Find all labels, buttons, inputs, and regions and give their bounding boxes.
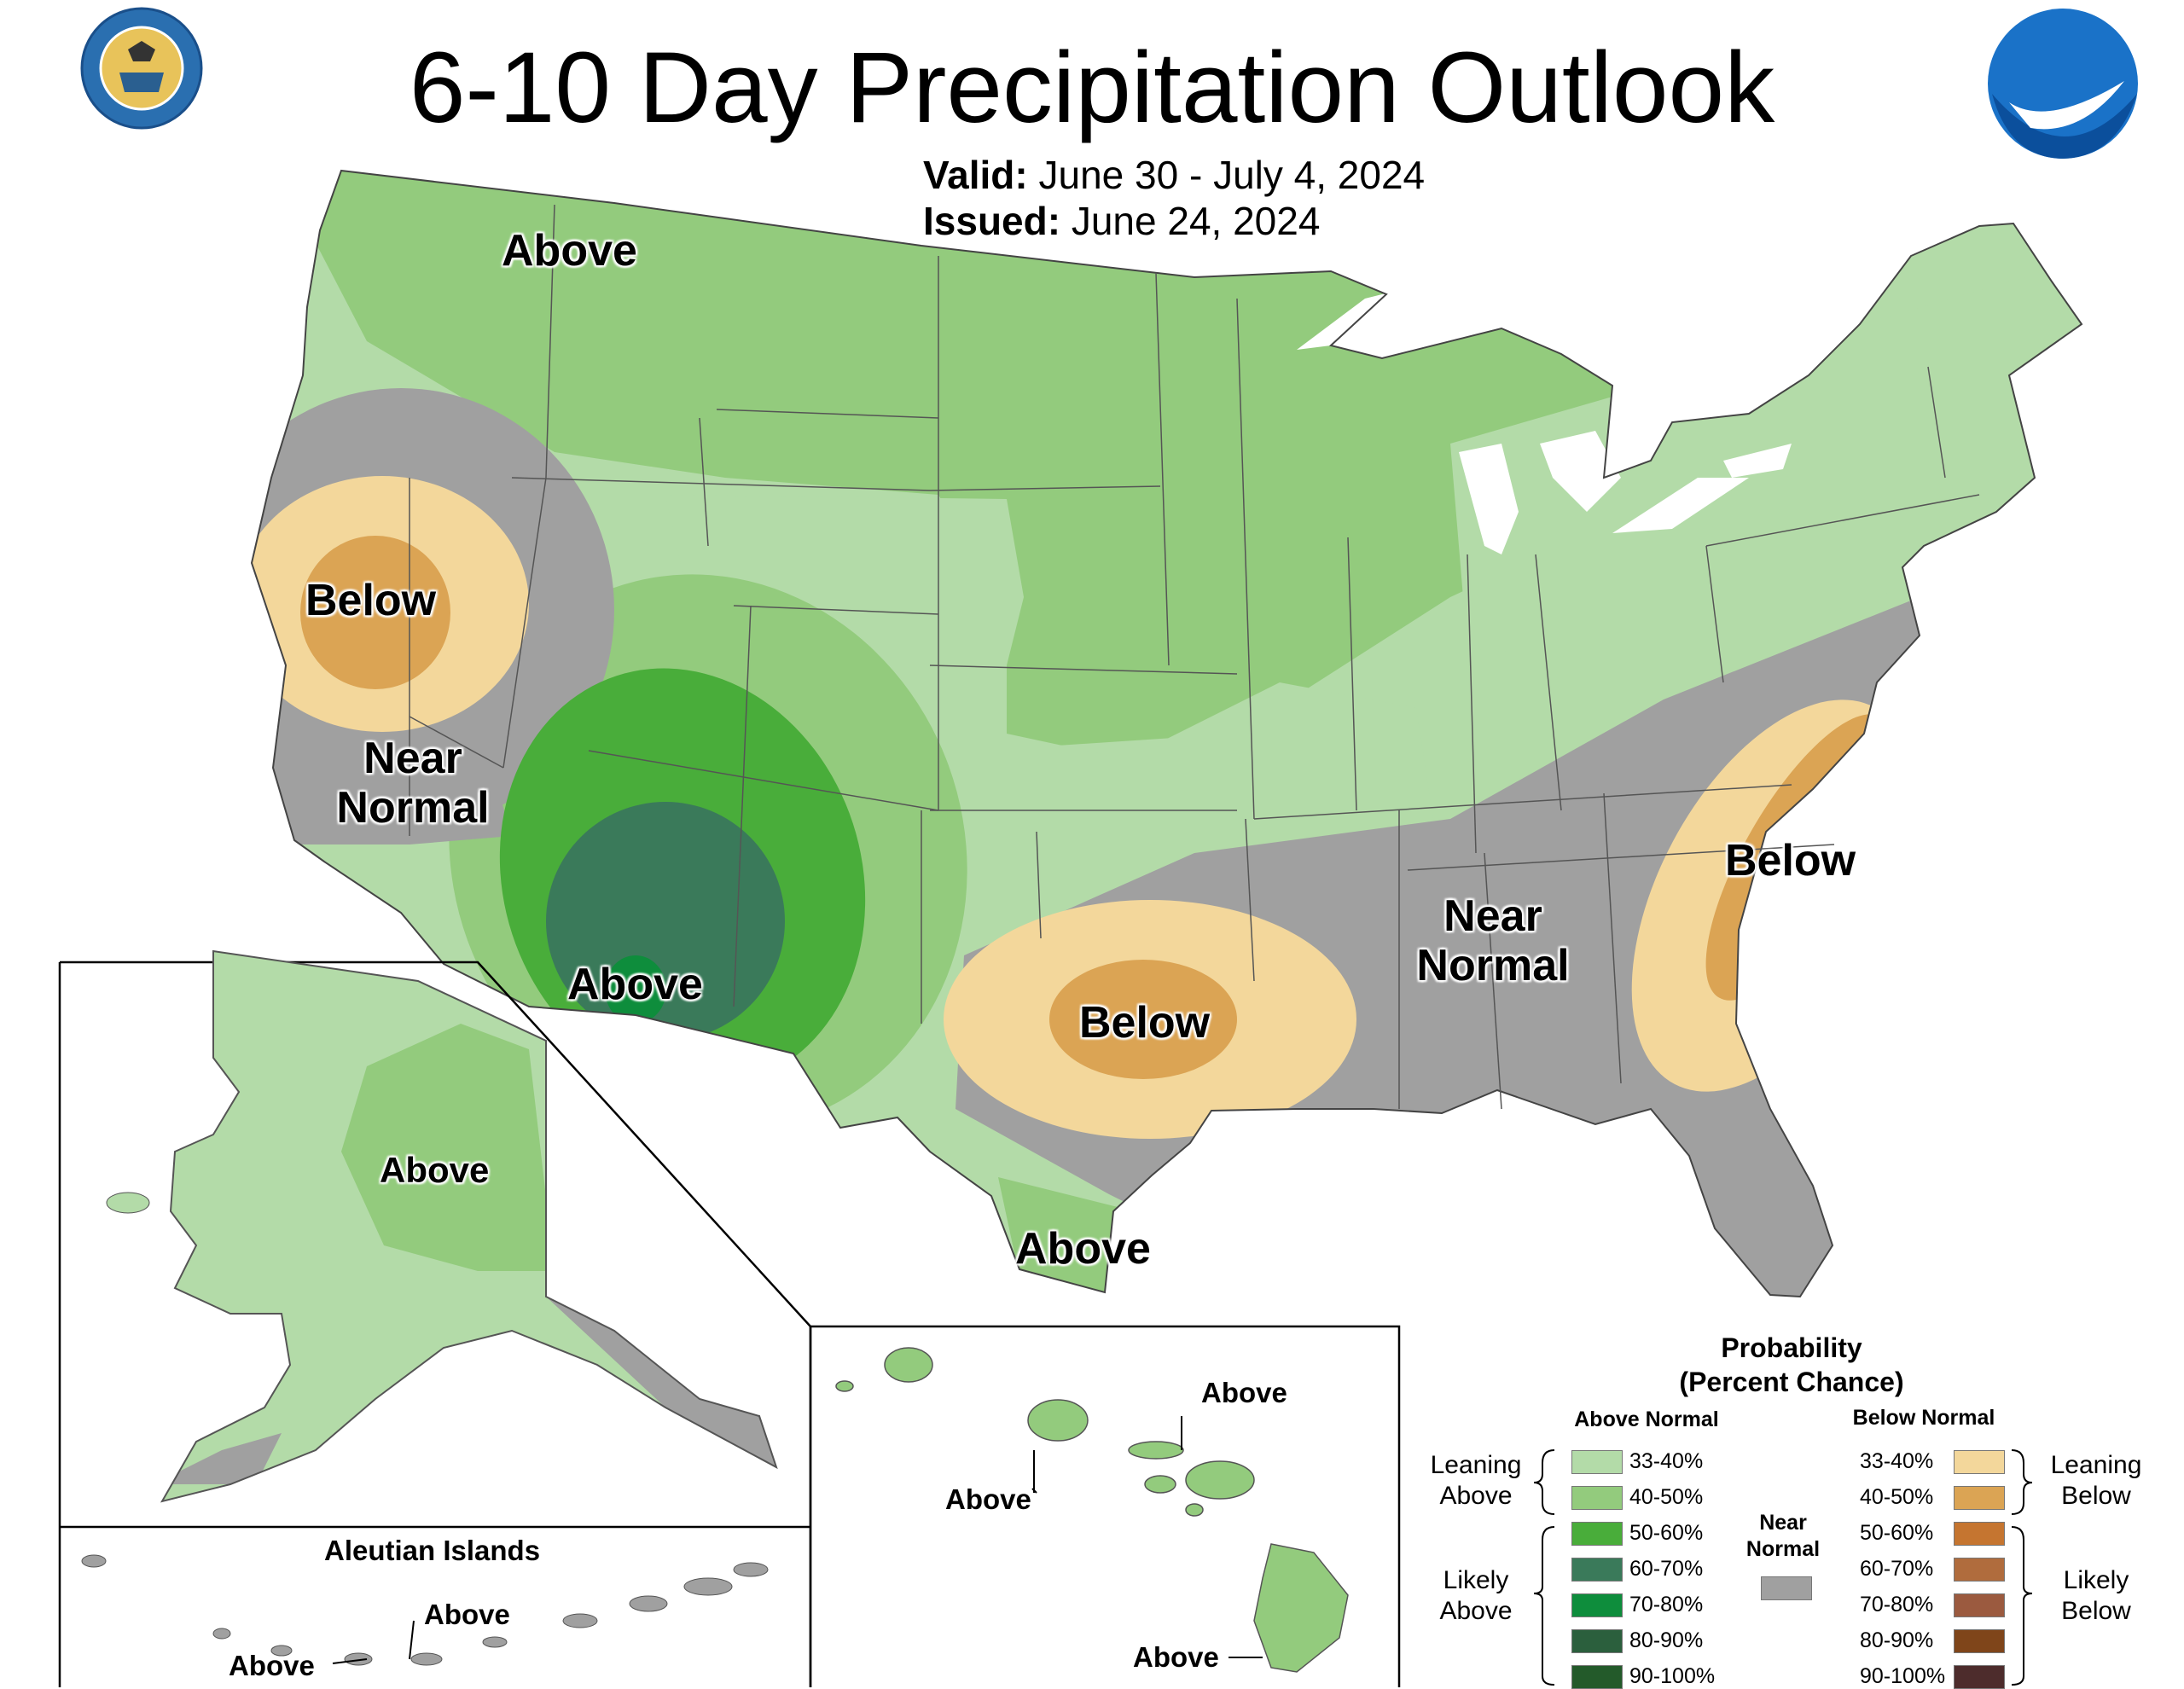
- legend-below-swatch-4: [1954, 1593, 2005, 1617]
- issued-value: June 24, 2024: [1071, 199, 1321, 243]
- label-northwest-above: Above: [502, 226, 637, 276]
- legend-below-swatch-5: [1954, 1629, 2005, 1653]
- label-hawaii-above-big-island: Above: [1133, 1641, 1219, 1673]
- issued-label: Issued:: [923, 199, 1061, 243]
- legend-below-swatch-6: [1954, 1665, 2005, 1689]
- issued-line: Issued: June 24, 2024: [923, 198, 1320, 244]
- noaa-logo: [1988, 9, 2138, 159]
- label-southwest-above: Above: [567, 960, 703, 1009]
- label-south-texas-above: Above: [1015, 1224, 1151, 1274]
- hawaii-map: [835, 1347, 1349, 1673]
- label-california-near-normal: Near Normal: [336, 734, 490, 833]
- legend-near-header: Near Normal: [1745, 1511, 1821, 1562]
- label-aleutian-title: Aleutian Islands: [324, 1535, 541, 1566]
- label-southeast-near-normal: Near Normal: [1416, 891, 1570, 991]
- legend-leaning-below: Leaning Below: [2050, 1451, 2142, 1510]
- legend-above-range-5: 80-90%: [1629, 1628, 1704, 1652]
- label-alaska-above: Above: [380, 1150, 490, 1190]
- legend-below-range-4: 70-80%: [1860, 1593, 1934, 1616]
- legend-below-range-2: 50-60%: [1860, 1521, 1934, 1545]
- legend-below-range-3: 60-70%: [1860, 1557, 1934, 1581]
- aleutian-map: [81, 1554, 769, 1666]
- legend-below-range-0: 33-40%: [1860, 1449, 1934, 1473]
- legend-above-range-4: 70-80%: [1629, 1593, 1704, 1616]
- legend-below-range-6: 90-100%: [1860, 1664, 1946, 1688]
- legend-below-swatch-3: [1954, 1558, 2005, 1582]
- legend-title: Probability (Percent Chance): [1679, 1332, 1904, 1397]
- page-title: 6-10 Day Precipitation Outlook: [409, 32, 1775, 144]
- legend-below-header: Below Normal: [1852, 1406, 1995, 1430]
- legend-near-swatch: [1761, 1576, 1812, 1600]
- legend-leaning-above: Leaning Above: [1430, 1451, 1522, 1510]
- legend-brackets: [1533, 1449, 2033, 1686]
- legend-above-range-1: 40-50%: [1629, 1485, 1704, 1509]
- label-hawaii-above-maui: Above: [1201, 1377, 1287, 1408]
- legend-above-range-2: 50-60%: [1629, 1521, 1704, 1545]
- label-aleutian-above-1: Above: [229, 1650, 315, 1681]
- legend-above-swatch-1: [1571, 1486, 1623, 1510]
- label-southplains-below: Below: [1079, 998, 1211, 1048]
- commerce-seal: [80, 7, 203, 130]
- label-california-below: Below: [305, 576, 437, 625]
- legend-above-swatch-2: [1571, 1522, 1623, 1546]
- legend-above-range-3: 60-70%: [1629, 1557, 1704, 1581]
- valid-label: Valid:: [923, 153, 1028, 197]
- label-hawaii-above-oahu: Above: [945, 1483, 1031, 1515]
- legend-below-range-5: 80-90%: [1860, 1628, 1934, 1652]
- legend-above-swatch-5: [1571, 1629, 1623, 1653]
- legend-below-range-1: 40-50%: [1860, 1485, 1934, 1509]
- legend-below-swatch-2: [1954, 1522, 2005, 1546]
- label-carolinas-below: Below: [1725, 836, 1856, 885]
- legend-likely-below: Likely Below: [2061, 1566, 2131, 1625]
- legend-above-header: Above Normal: [1574, 1408, 1719, 1431]
- legend-above-range-6: 90-100%: [1629, 1664, 1716, 1688]
- legend-above-swatch-0: [1571, 1450, 1623, 1474]
- legend-above-swatch-6: [1571, 1665, 1623, 1689]
- valid-line: Valid: June 30 - July 4, 2024: [923, 152, 1425, 198]
- label-aleutian-above-2: Above: [424, 1599, 510, 1630]
- legend-below-swatch-1: [1954, 1486, 2005, 1510]
- hawaii-frame: [809, 1325, 1401, 1687]
- legend-above-swatch-3: [1571, 1558, 1623, 1582]
- legend-below-swatch-0: [1954, 1450, 2005, 1474]
- legend-likely-above: Likely Above: [1439, 1566, 1513, 1625]
- valid-value: June 30 - July 4, 2024: [1038, 153, 1426, 197]
- state-lines: [409, 204, 1980, 1110]
- legend-above-range-0: 33-40%: [1629, 1449, 1704, 1473]
- legend-above-swatch-4: [1571, 1593, 1623, 1617]
